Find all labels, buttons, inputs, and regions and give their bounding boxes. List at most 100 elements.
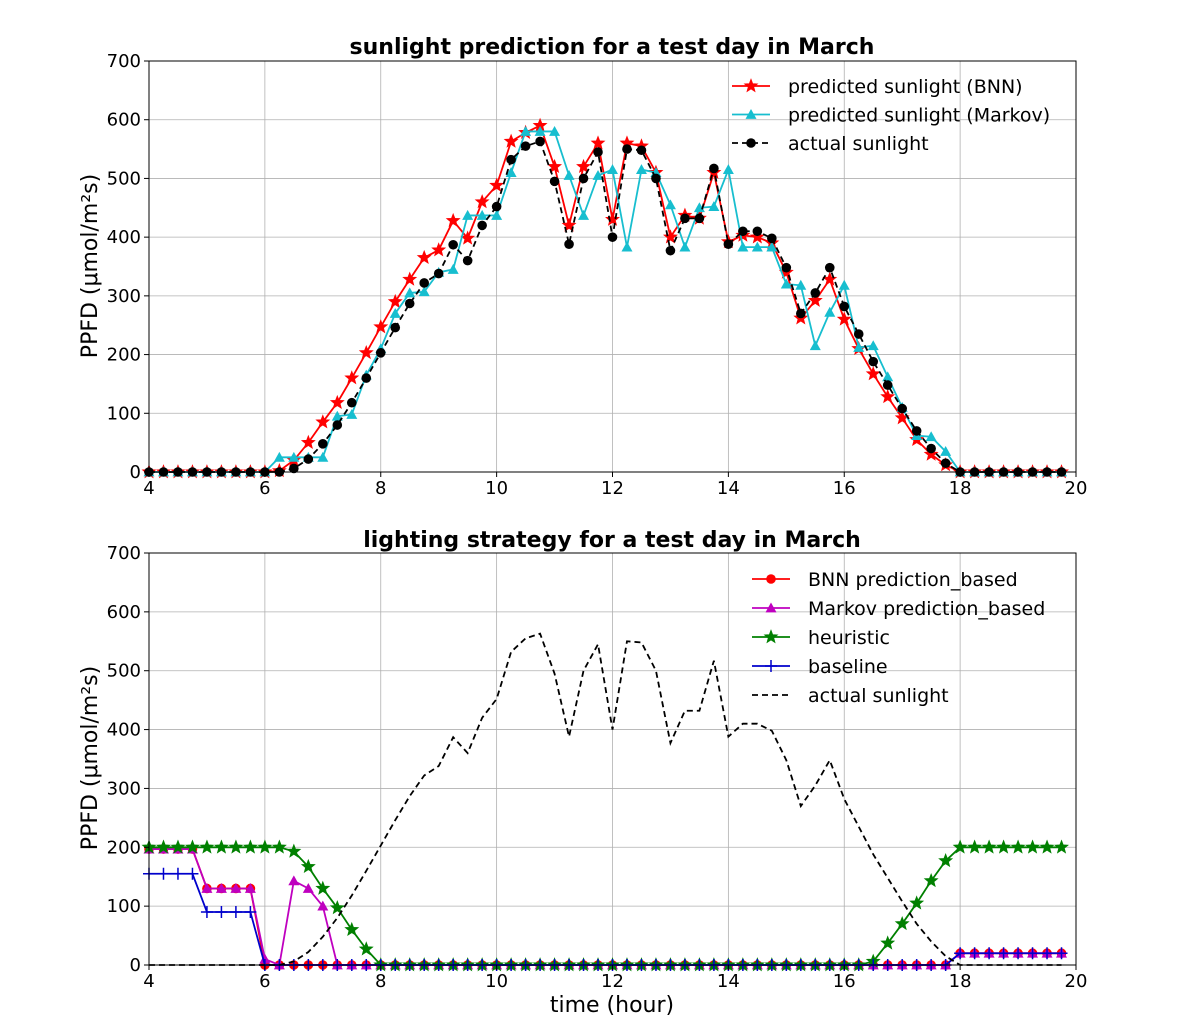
x-tick-label: 14 — [717, 478, 740, 499]
data-point — [390, 322, 401, 333]
legend-marker — [743, 78, 759, 93]
legend-entry: baseline — [752, 656, 888, 678]
plot-frame — [148, 552, 1077, 966]
data-point — [201, 882, 213, 893]
data-point — [186, 867, 199, 880]
data-point — [199, 839, 215, 854]
data-point — [547, 158, 563, 174]
data-point — [807, 292, 823, 307]
data-point — [228, 839, 244, 854]
data-point — [491, 201, 502, 212]
data-point — [607, 232, 618, 242]
legend-label: heuristic — [808, 627, 890, 649]
x-tick-label: 4 — [143, 971, 154, 992]
data-point — [940, 458, 951, 468]
data-point — [358, 344, 374, 360]
data-point — [549, 125, 561, 136]
data-point — [447, 263, 459, 274]
y-tick-label: 200 — [107, 345, 141, 366]
data-point — [476, 209, 488, 220]
data-point — [809, 340, 821, 351]
series-line — [149, 130, 1062, 473]
data-point — [491, 209, 503, 220]
data-point — [373, 319, 389, 334]
data-point — [880, 935, 896, 950]
data-point — [344, 370, 360, 385]
data-point — [418, 286, 430, 297]
y-tick-label: 300 — [107, 286, 141, 307]
data-point — [489, 177, 505, 192]
x-tick-label: 8 — [375, 971, 386, 992]
data-point — [1039, 839, 1055, 854]
legend-label: actual sunlight — [808, 685, 949, 707]
data-point — [230, 882, 242, 893]
data-point — [694, 213, 705, 224]
y-tick-label: 100 — [107, 403, 141, 424]
data-point — [244, 906, 257, 919]
y-tick-label: 400 — [107, 720, 141, 741]
series-line — [149, 872, 1062, 966]
data-point — [257, 839, 273, 854]
data-point — [593, 147, 603, 157]
data-point — [822, 271, 838, 286]
data-point — [997, 947, 1010, 960]
data-point — [317, 900, 329, 911]
data-point — [723, 239, 734, 249]
data-point — [200, 906, 213, 919]
y-tick-label: 0 — [130, 955, 141, 976]
data-point — [605, 211, 620, 226]
data-point — [836, 311, 852, 326]
data-point — [693, 202, 705, 213]
legend-marker — [765, 660, 777, 672]
y-tick-label: 600 — [107, 110, 141, 131]
data-point — [404, 287, 416, 298]
data-point — [288, 875, 300, 886]
data-point — [1054, 839, 1069, 854]
y-axis-label: PPFD (μmol/m²s) — [78, 666, 103, 850]
data-point — [853, 329, 864, 339]
chart-title: sunlight prediction for a test day in Ma… — [350, 35, 875, 60]
data-point — [535, 136, 545, 147]
data-point — [954, 947, 967, 960]
x-tick-label: 6 — [259, 478, 270, 499]
data-point — [968, 947, 981, 960]
data-point — [1010, 839, 1026, 854]
x-tick-label: 10 — [485, 478, 508, 499]
data-point — [662, 229, 678, 244]
legend-marker — [763, 629, 779, 644]
data-point — [448, 239, 458, 250]
data-point — [923, 872, 939, 888]
data-point — [520, 125, 532, 136]
data-point — [358, 941, 374, 956]
data-point — [923, 446, 939, 461]
data-point — [286, 843, 302, 858]
legend-entry: predicted sunlight (Markov) — [732, 105, 1050, 127]
data-point — [708, 201, 720, 212]
legend-entry: actual sunlight — [732, 133, 929, 155]
data-point — [505, 167, 517, 177]
data-point — [462, 209, 474, 220]
data-point — [952, 839, 968, 854]
x-tick-label: 6 — [259, 971, 270, 992]
data-point — [431, 242, 447, 257]
data-point — [317, 451, 329, 462]
data-point — [331, 410, 343, 421]
legend-entry: predicted sunlight (BNN) — [732, 76, 1023, 98]
legend-label: baseline — [808, 656, 888, 678]
data-point — [824, 306, 836, 317]
data-point — [592, 169, 604, 180]
data-point — [346, 397, 357, 408]
data-point — [375, 348, 386, 358]
data-point — [882, 380, 893, 390]
legend-label: predicted sunlight (Markov) — [788, 105, 1050, 127]
data-point — [332, 420, 343, 430]
data-point — [1012, 947, 1025, 960]
data-point — [664, 199, 676, 210]
data-point — [344, 921, 360, 937]
y-tick-label: 600 — [107, 602, 141, 623]
data-point — [329, 900, 345, 915]
data-point — [185, 839, 200, 854]
data-point — [795, 279, 807, 290]
data-point — [838, 279, 850, 290]
